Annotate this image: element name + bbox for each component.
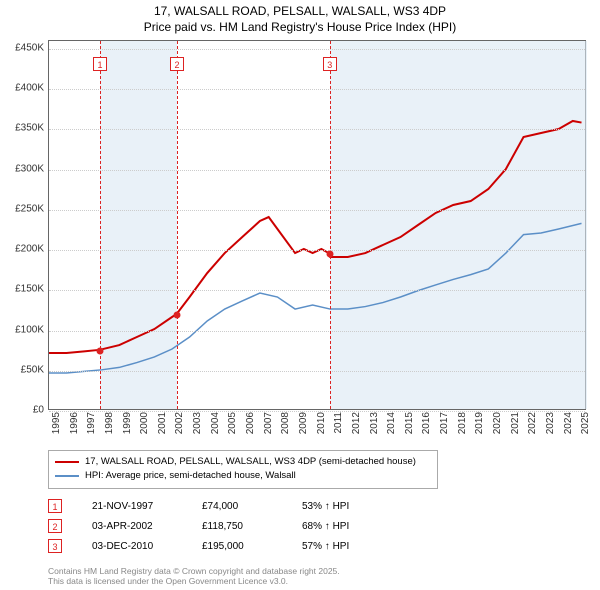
- x-tick-label: 2002: [174, 412, 185, 442]
- sale-row: 2 03-APR-2002 £118,750 68% ↑ HPI: [48, 516, 382, 536]
- x-tick-label: 2020: [492, 412, 503, 442]
- sale-marker-box: 3: [323, 57, 337, 71]
- x-tick-label: 1996: [69, 412, 80, 442]
- x-tick-label: 2014: [386, 412, 397, 442]
- series-line-price_paid: [49, 121, 582, 353]
- x-tick-label: 2006: [245, 412, 256, 442]
- sale-date: 21-NOV-1997: [92, 501, 172, 512]
- x-tick-label: 2019: [474, 412, 485, 442]
- sale-price: £118,750: [202, 521, 272, 532]
- x-tick-label: 2018: [457, 412, 468, 442]
- x-tick-label: 2011: [333, 412, 344, 442]
- footer-line1: Contains HM Land Registry data © Crown c…: [48, 566, 340, 576]
- y-tick-label: £400K: [0, 83, 44, 94]
- x-tick-label: 2000: [139, 412, 150, 442]
- x-tick-label: 2017: [439, 412, 450, 442]
- sale-row: 3 03-DEC-2010 £195,000 57% ↑ HPI: [48, 536, 382, 556]
- x-tick-label: 2007: [263, 412, 274, 442]
- footer-line2: This data is licensed under the Open Gov…: [48, 576, 340, 586]
- sale-marker-line: [177, 41, 178, 409]
- gridline: [49, 170, 585, 171]
- x-tick-label: 2024: [563, 412, 574, 442]
- sale-marker-dot: [96, 348, 103, 355]
- gridline: [49, 49, 585, 50]
- x-tick-label: 2008: [280, 412, 291, 442]
- sale-marker-dot: [174, 312, 181, 319]
- x-tick-label: 2025: [580, 412, 591, 442]
- sale-pct: 68% ↑ HPI: [302, 521, 382, 532]
- x-tick-label: 1998: [104, 412, 115, 442]
- sale-price: £74,000: [202, 501, 272, 512]
- gridline: [49, 210, 585, 211]
- plot-area: 1 2 3: [48, 40, 586, 410]
- legend-item: 17, WALSALL ROAD, PELSALL, WALSALL, WS3 …: [55, 455, 431, 469]
- x-tick-label: 2016: [421, 412, 432, 442]
- x-tick-label: 2004: [210, 412, 221, 442]
- gridline: [49, 371, 585, 372]
- x-tick-label: 2013: [369, 412, 380, 442]
- title-line1: 17, WALSALL ROAD, PELSALL, WALSALL, WS3 …: [0, 4, 600, 20]
- x-tick-label: 2005: [227, 412, 238, 442]
- x-tick-label: 2023: [545, 412, 556, 442]
- y-tick-label: £150K: [0, 284, 44, 295]
- y-tick-label: £0: [0, 405, 44, 416]
- legend-swatch: [55, 475, 79, 477]
- y-tick-label: £450K: [0, 43, 44, 54]
- x-tick-label: 2001: [157, 412, 168, 442]
- sale-marker-box: 2: [170, 57, 184, 71]
- x-tick-label: 2003: [192, 412, 203, 442]
- title-line2: Price paid vs. HM Land Registry's House …: [0, 20, 600, 36]
- legend: 17, WALSALL ROAD, PELSALL, WALSALL, WS3 …: [48, 450, 438, 489]
- sales-table: 1 21-NOV-1997 £74,000 53% ↑ HPI 2 03-APR-2002…: [48, 496, 382, 556]
- x-tick-label: 2022: [527, 412, 538, 442]
- chart-container: 17, WALSALL ROAD, PELSALL, WALSALL, WS3 …: [0, 0, 600, 590]
- footer-attribution: Contains HM Land Registry data © Crown c…: [48, 566, 340, 586]
- x-tick-label: 2009: [298, 412, 309, 442]
- sale-price: £195,000: [202, 541, 272, 552]
- sale-marker-line: [330, 41, 331, 409]
- sale-marker-box: 1: [93, 57, 107, 71]
- gridline: [49, 331, 585, 332]
- legend-label: HPI: Average price, semi-detached house,…: [85, 469, 296, 483]
- y-tick-label: £300K: [0, 163, 44, 174]
- gridline: [49, 129, 585, 130]
- y-tick-label: £100K: [0, 324, 44, 335]
- sale-date: 03-DEC-2010: [92, 541, 172, 552]
- x-tick-label: 2012: [351, 412, 362, 442]
- gridline: [49, 89, 585, 90]
- x-tick-label: 1995: [51, 412, 62, 442]
- sale-number-box: 3: [48, 539, 62, 553]
- x-tick-label: 1999: [122, 412, 133, 442]
- x-tick-label: 1997: [86, 412, 97, 442]
- sale-row: 1 21-NOV-1997 £74,000 53% ↑ HPI: [48, 496, 382, 516]
- x-tick-label: 2015: [404, 412, 415, 442]
- x-tick-label: 2010: [316, 412, 327, 442]
- sale-pct: 57% ↑ HPI: [302, 541, 382, 552]
- chart-title: 17, WALSALL ROAD, PELSALL, WALSALL, WS3 …: [0, 0, 600, 35]
- x-tick-label: 2021: [510, 412, 521, 442]
- gridline: [49, 290, 585, 291]
- legend-swatch: [55, 461, 79, 463]
- legend-label: 17, WALSALL ROAD, PELSALL, WALSALL, WS3 …: [85, 455, 416, 469]
- sale-pct: 53% ↑ HPI: [302, 501, 382, 512]
- y-tick-label: £350K: [0, 123, 44, 134]
- sale-number-box: 2: [48, 519, 62, 533]
- y-tick-label: £250K: [0, 203, 44, 214]
- sale-marker-dot: [326, 251, 333, 258]
- y-tick-label: £50K: [0, 364, 44, 375]
- series-line-hpi: [49, 223, 582, 373]
- sale-date: 03-APR-2002: [92, 521, 172, 532]
- y-tick-label: £200K: [0, 244, 44, 255]
- sale-number-box: 1: [48, 499, 62, 513]
- chart-lines-svg: [49, 41, 585, 409]
- gridline: [49, 250, 585, 251]
- legend-item: HPI: Average price, semi-detached house,…: [55, 469, 431, 483]
